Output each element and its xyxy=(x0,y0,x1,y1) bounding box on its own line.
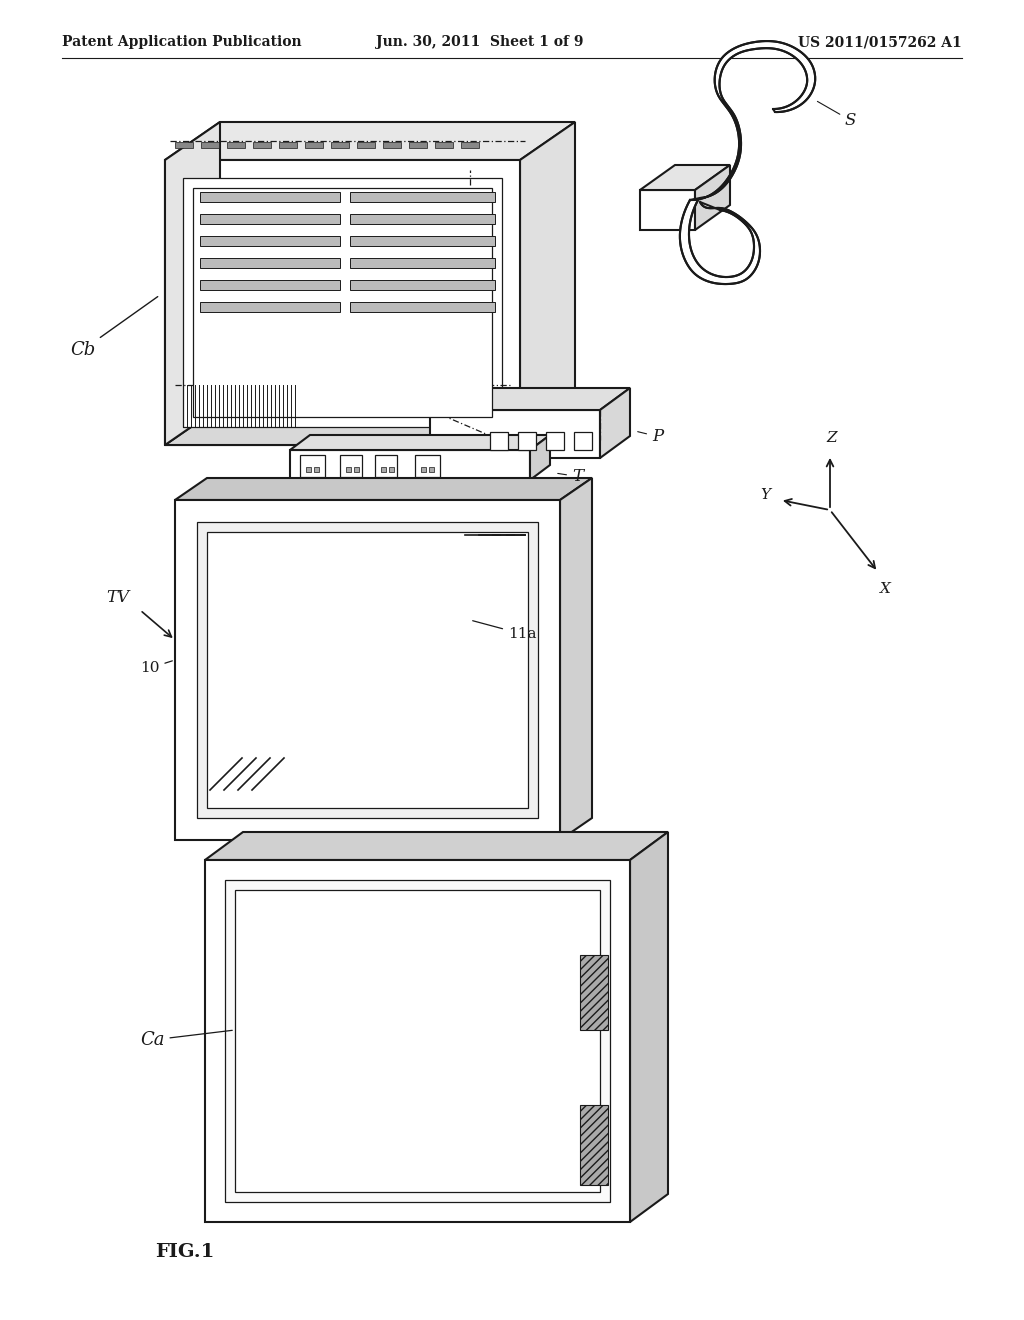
Polygon shape xyxy=(183,178,502,426)
Polygon shape xyxy=(640,190,695,230)
Bar xyxy=(200,280,340,290)
Polygon shape xyxy=(290,450,530,480)
Bar xyxy=(200,302,340,312)
Bar xyxy=(409,141,427,148)
Bar xyxy=(200,214,340,224)
Text: X: X xyxy=(880,582,891,597)
Polygon shape xyxy=(530,436,550,480)
Bar xyxy=(389,467,394,473)
Polygon shape xyxy=(630,832,668,1222)
Polygon shape xyxy=(197,521,538,818)
Text: Ca: Ca xyxy=(140,1031,232,1049)
Text: FIG.1: FIG.1 xyxy=(155,1243,214,1261)
Bar xyxy=(253,141,271,148)
Bar xyxy=(350,236,495,246)
Bar xyxy=(314,467,319,473)
Bar xyxy=(305,141,323,148)
Bar xyxy=(375,455,397,477)
Polygon shape xyxy=(165,407,575,445)
Bar xyxy=(340,455,362,477)
Bar xyxy=(350,214,495,224)
Bar xyxy=(350,280,495,290)
Bar xyxy=(415,455,440,477)
Polygon shape xyxy=(234,890,600,1192)
Bar xyxy=(227,141,245,148)
Polygon shape xyxy=(430,411,600,458)
Polygon shape xyxy=(193,187,492,417)
Text: Patent Application Publication: Patent Application Publication xyxy=(62,36,302,49)
Text: S: S xyxy=(817,102,856,129)
Text: 11a: 11a xyxy=(473,620,537,642)
Bar xyxy=(331,141,349,148)
Polygon shape xyxy=(165,121,220,445)
Bar xyxy=(346,467,351,473)
Bar xyxy=(580,1105,608,1185)
Polygon shape xyxy=(207,532,528,808)
Bar xyxy=(300,455,325,477)
Bar xyxy=(306,467,311,473)
Bar xyxy=(279,141,297,148)
Bar xyxy=(546,432,564,450)
Polygon shape xyxy=(165,160,520,445)
Bar xyxy=(421,467,426,473)
Polygon shape xyxy=(600,388,630,458)
Bar xyxy=(200,257,340,268)
Polygon shape xyxy=(205,832,668,861)
Bar xyxy=(383,141,401,148)
Bar xyxy=(518,432,536,450)
Polygon shape xyxy=(175,500,560,840)
Bar xyxy=(200,236,340,246)
Polygon shape xyxy=(695,165,730,230)
Polygon shape xyxy=(520,121,575,445)
Text: Cb: Cb xyxy=(70,297,158,359)
Bar xyxy=(357,141,375,148)
Bar xyxy=(574,432,592,450)
Text: T: T xyxy=(558,469,583,484)
Polygon shape xyxy=(205,861,630,1222)
Text: TV: TV xyxy=(106,590,130,606)
Bar xyxy=(461,141,479,148)
Text: 10: 10 xyxy=(140,661,172,675)
Bar xyxy=(354,467,359,473)
Bar xyxy=(435,141,453,148)
Bar xyxy=(175,141,193,148)
Bar xyxy=(490,432,508,450)
Bar xyxy=(350,257,495,268)
Bar xyxy=(429,467,434,473)
Polygon shape xyxy=(225,880,610,1203)
Polygon shape xyxy=(680,201,760,284)
Bar xyxy=(200,191,340,202)
Bar xyxy=(580,954,608,1030)
Bar xyxy=(350,302,495,312)
Polygon shape xyxy=(290,436,550,450)
Bar xyxy=(381,467,386,473)
Text: US 2011/0157262 A1: US 2011/0157262 A1 xyxy=(799,36,962,49)
Polygon shape xyxy=(560,478,592,840)
Text: Z: Z xyxy=(826,432,838,445)
Polygon shape xyxy=(640,165,730,190)
Text: Jun. 30, 2011  Sheet 1 of 9: Jun. 30, 2011 Sheet 1 of 9 xyxy=(376,36,584,49)
Bar xyxy=(201,141,219,148)
Polygon shape xyxy=(430,388,630,411)
Bar xyxy=(350,191,495,202)
Polygon shape xyxy=(690,41,815,201)
Polygon shape xyxy=(175,478,592,500)
Text: Y: Y xyxy=(760,488,770,502)
Polygon shape xyxy=(165,121,575,160)
Text: P: P xyxy=(638,428,664,445)
